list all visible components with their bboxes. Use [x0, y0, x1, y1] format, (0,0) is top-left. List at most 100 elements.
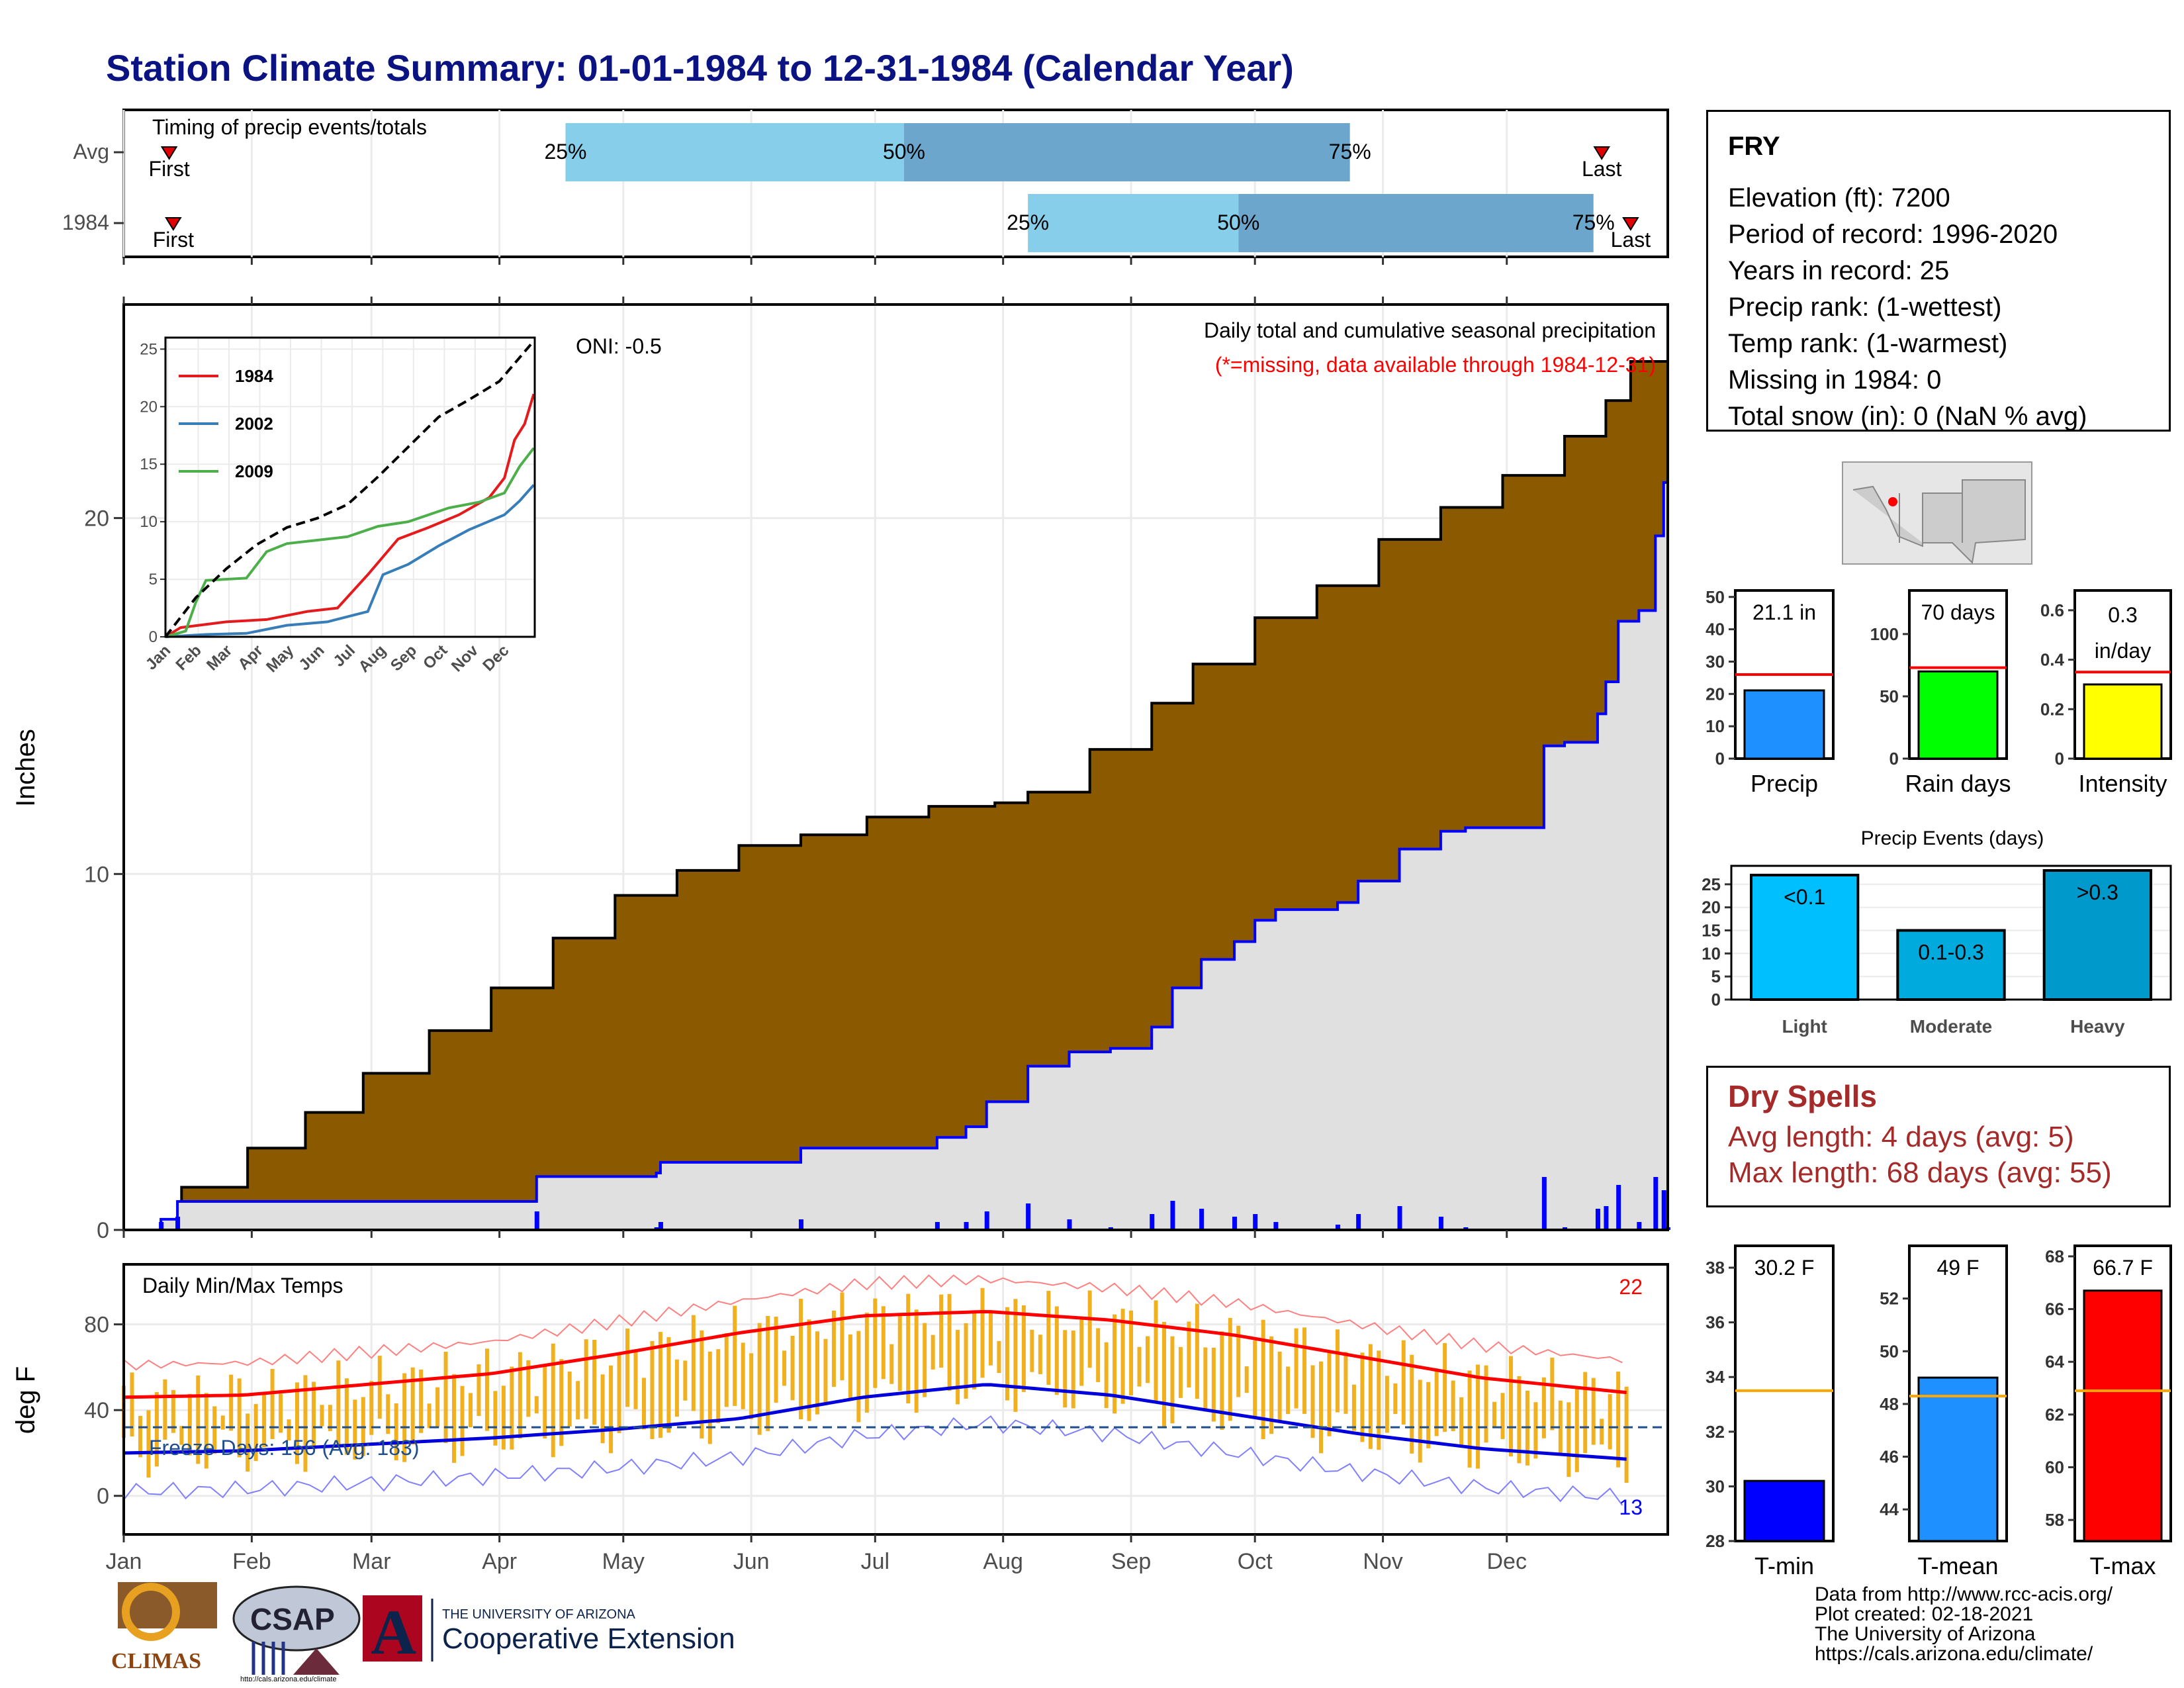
daily-temp-bar: [1261, 1319, 1265, 1440]
daily-precip-bar: [159, 1222, 164, 1230]
small-bar-ytick-label: 60: [2045, 1458, 2064, 1477]
cum-frame: [122, 303, 1669, 1231]
station-precip-rank: Precip rank: (1-wettest): [1728, 293, 2002, 322]
daily-temp-bar: [567, 1371, 572, 1427]
events-ytick-label: 25: [1702, 874, 1721, 894]
daily-temp-bar: [625, 1328, 630, 1407]
daily-precip-bar: [1595, 1209, 1600, 1230]
timing-last-marker: [1593, 146, 1610, 160]
daily-temp-bar: [956, 1330, 960, 1405]
small-bar-value: [1917, 1376, 1999, 1542]
daily-precip-bar: [1067, 1219, 1072, 1230]
daily-temp-bar: [1253, 1340, 1257, 1419]
small-bar-value: [1743, 1479, 1825, 1542]
daily-precip-bar: [1356, 1214, 1361, 1230]
daily-temp-bar: [700, 1330, 704, 1439]
daily-temp-bar: [1327, 1352, 1332, 1436]
small-bar-label: 49 F: [1936, 1256, 1979, 1280]
inset-legend-label: 2002: [235, 414, 273, 434]
small-bar-ytick-label: 50: [1880, 686, 1899, 706]
daily-temp-bar: [419, 1369, 424, 1433]
month-label: Sep: [1111, 1549, 1152, 1574]
events-bar: [1750, 873, 1860, 1001]
daily-temp-bar: [1434, 1370, 1439, 1436]
cum-oni: ONI: -0.5: [576, 334, 662, 358]
record-min-line: [123, 1415, 1623, 1506]
daily-temp-bar: [741, 1342, 745, 1409]
cum-ytick-label: 0: [97, 1218, 109, 1243]
csap-logo: CSAP http://cals.arizona.edu/climate: [232, 1585, 361, 1681]
events-ytick-label: 10: [1702, 943, 1721, 963]
daily-temp-bar: [1063, 1330, 1068, 1408]
csap-logo-text: CSAP: [250, 1602, 335, 1636]
month-label: Jul: [861, 1549, 889, 1574]
daily-temp-bar: [510, 1366, 514, 1450]
daily-temp-bar: [1038, 1335, 1042, 1374]
daily-precip-bar: [1637, 1222, 1642, 1230]
dry-spells-max: Max length: 68 days (avg: 55): [1728, 1156, 2112, 1189]
daily-temp-bar: [584, 1339, 588, 1419]
small-bar-ytick-label: 64: [2045, 1352, 2064, 1372]
small-bar-ytick-label: 40: [1706, 620, 1725, 639]
month-label: Mar: [352, 1549, 391, 1574]
ua-logo-letter: A: [371, 1597, 416, 1667]
daily-temp-bar: [774, 1317, 778, 1403]
small-bar-category: Intensity: [2078, 770, 2167, 797]
daily-temp-bar: [947, 1293, 952, 1391]
daily-temp-bar: [1113, 1314, 1117, 1414]
daily-precip-bar: [1150, 1214, 1155, 1230]
small-bar-ytick-label: 48: [1880, 1394, 1899, 1414]
daily-temp-bar: [1269, 1336, 1274, 1434]
inset-series-line: [165, 447, 535, 638]
events-ytick-label: 0: [1711, 990, 1721, 1009]
small-bar-value: [2083, 683, 2163, 760]
events-category: Light: [1782, 1016, 1827, 1037]
cum-year-line: [124, 479, 1669, 1231]
daily-temp-bar: [889, 1344, 894, 1384]
daily-temp-bar: [534, 1396, 539, 1414]
small-bar-ytick-label: 58: [2045, 1510, 2064, 1530]
daily-temp-bar: [1401, 1340, 1406, 1425]
inset-series-line: [165, 484, 535, 638]
daily-temp-bar: [1616, 1372, 1621, 1468]
daily-temp-bar: [1137, 1346, 1142, 1387]
daily-temp-bar: [790, 1335, 795, 1401]
small-bar-value: [2083, 1289, 2163, 1542]
daily-temp-bar: [287, 1419, 291, 1441]
station-info-box: FRY Elevation (ft): 7200 Period of recor…: [1706, 110, 2171, 432]
small-bar-ytick-label: 0.4: [2040, 650, 2065, 670]
logos-strip: CLIMAS CSAP http://cals.arizona.edu/clim…: [111, 1582, 735, 1681]
events-category: Heavy: [2070, 1016, 2125, 1037]
daily-precip-bar: [1199, 1209, 1205, 1230]
temp-ytick-label: 0: [97, 1484, 109, 1509]
station-missing: Missing in 1984: 0: [1728, 365, 1942, 395]
timing-last-label: Last: [1582, 157, 1622, 181]
station-name: FRY: [1728, 132, 1780, 161]
daily-temp-bar: [840, 1292, 844, 1381]
daily-temp-bar: [707, 1351, 712, 1444]
daily-temp-bar: [1574, 1385, 1579, 1472]
small-bar-category: Rain days: [1905, 770, 2011, 797]
daily-temp-bar: [864, 1312, 869, 1413]
daily-temp-bar: [501, 1385, 506, 1450]
daily-temp-bar: [377, 1356, 382, 1419]
ua-small-text: THE UNIVERSITY OF ARIZONA: [442, 1607, 636, 1622]
timing-label-75: 75%: [1572, 211, 1615, 234]
daily-temp-bar: [972, 1312, 977, 1389]
daily-temp-bar: [1591, 1378, 1596, 1445]
daily-temp-bar: [130, 1372, 134, 1437]
daily-temp-bar: [460, 1385, 465, 1456]
daily-temp-bar: [353, 1399, 357, 1460]
small-bar-ytick-label: 50: [1880, 1341, 1899, 1361]
daily-precip-bar: [534, 1211, 539, 1230]
month-label: May: [602, 1549, 645, 1574]
small-bar-ytick-label: 30: [1706, 1476, 1725, 1496]
daily-temp-bar: [1030, 1329, 1034, 1372]
daily-temp-bar: [344, 1378, 349, 1455]
daily-temp-bar: [410, 1367, 415, 1445]
daily-temp-bar: [1377, 1350, 1381, 1450]
small-bar-ytick-label: 34: [1706, 1367, 1725, 1387]
daily-temp-bar: [1443, 1343, 1447, 1432]
